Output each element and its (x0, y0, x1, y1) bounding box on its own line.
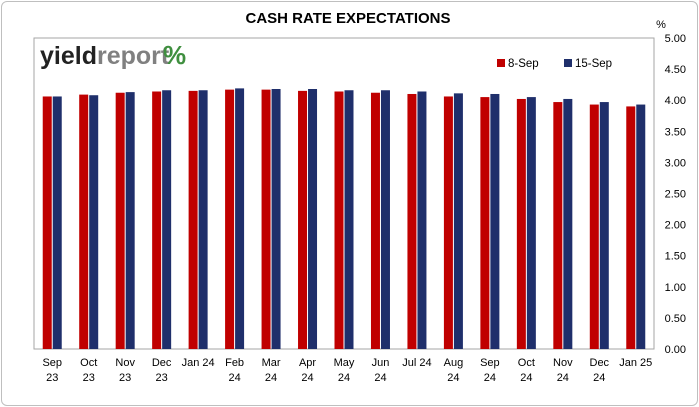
x-tick-label: 24 (593, 372, 605, 384)
bars-group (42, 88, 646, 350)
y-tick-label: 0.50 (665, 313, 686, 325)
bar-8-sep-jul-24 (407, 93, 417, 349)
bar-8-sep-jan-24 (188, 90, 198, 350)
x-tick-label: Jan 24 (182, 357, 215, 369)
logo-text-report: report (97, 42, 170, 70)
x-axis-ticks: Sep 23 Oct 23 Nov 23 Dec 23 Jan 24 Feb 24 Mar 24 Apr 2… (42, 357, 652, 384)
bar-8-sep-oct-23 (79, 94, 89, 350)
plot-area (33, 37, 655, 350)
x-tick-label: Jan 25 (619, 357, 652, 369)
x-tick-label: 23 (119, 372, 131, 384)
bar-15-sep-mar-24 (271, 89, 281, 349)
bar-15-sep-dec-23 (162, 90, 172, 350)
bar-15-sep-jan-25 (636, 104, 646, 349)
svg-text:yieldreport: yieldreport (40, 42, 170, 70)
x-tick-label: Sep (480, 357, 500, 369)
y-tick-label: 5.00 (665, 33, 686, 45)
bar-15-sep-jun-24 (380, 90, 390, 350)
legend: 8-Sep 15-Sep (497, 58, 612, 70)
x-tick-label: May (334, 357, 355, 369)
y-tick-label: 4.50 (665, 64, 686, 76)
x-tick-label: Oct (80, 357, 97, 369)
x-tick-label: 24 (265, 372, 277, 384)
bar-8-sep-may-24 (334, 91, 344, 349)
x-tick-label: 24 (374, 372, 386, 384)
x-tick-label: Mar (262, 357, 281, 369)
y-axis-unit-label: % (656, 19, 666, 31)
logo-text-yield: yield (40, 42, 97, 70)
bar-15-sep-sep-24 (490, 93, 500, 349)
x-tick-label: 24 (447, 372, 459, 384)
bar-8-sep-sep-23 (42, 96, 52, 349)
bar-15-sep-oct-23 (89, 95, 99, 349)
x-tick-label: 23 (156, 372, 168, 384)
bar-15-sep-feb-24 (235, 88, 245, 350)
bar-15-sep-nov-24 (563, 98, 573, 350)
legend-swatch-15-sep (564, 59, 572, 67)
x-tick-label: Nov (115, 357, 135, 369)
x-tick-label: 24 (557, 372, 569, 384)
bar-15-sep-sep-23 (52, 96, 62, 349)
y-tick-label: 3.50 (665, 126, 686, 138)
y-tick-label: 2.50 (665, 189, 686, 201)
bar-15-sep-nov-23 (125, 92, 135, 349)
y-tick-label: 2.00 (665, 220, 686, 232)
y-tick-label: 3.00 (665, 157, 686, 169)
y-tick-label: 0.00 (665, 344, 686, 356)
bar-8-sep-jan-25 (626, 106, 636, 349)
x-tick-label: Apr (299, 357, 316, 369)
bar-15-sep-aug-24 (453, 93, 463, 349)
y-tick-label: 1.00 (665, 282, 686, 294)
x-tick-label: 24 (301, 372, 313, 384)
bar-8-sep-dec-23 (152, 91, 162, 349)
legend-label-8-sep: 8-Sep (508, 58, 539, 70)
x-tick-label: Dec (590, 357, 610, 369)
bar-15-sep-dec-24 (599, 102, 609, 349)
x-tick-label: Feb (225, 357, 244, 369)
x-tick-label: 24 (520, 372, 532, 384)
bar-15-sep-jan-24 (198, 90, 208, 350)
x-tick-label: Jul 24 (402, 357, 431, 369)
bar-15-sep-may-24 (344, 90, 354, 350)
x-tick-label: Aug (444, 357, 464, 369)
y-tick-label: 1.50 (665, 251, 686, 263)
x-tick-label: 24 (484, 372, 496, 384)
bar-8-sep-dec-24 (589, 104, 599, 349)
bar-8-sep-apr-24 (298, 90, 308, 350)
chart-title: CASH RATE EXPECTATIONS (245, 10, 450, 27)
x-tick-label: 23 (83, 372, 95, 384)
x-tick-label: 24 (228, 372, 240, 384)
x-tick-label: Nov (553, 357, 573, 369)
legend-label-15-sep: 15-Sep (575, 58, 612, 70)
x-tick-label: 24 (338, 372, 350, 384)
x-tick-label: Dec (152, 357, 172, 369)
x-tick-label: Oct (518, 357, 535, 369)
bar-8-sep-sep-24 (480, 97, 490, 349)
bar-8-sep-oct-24 (516, 98, 526, 350)
bar-8-sep-jun-24 (370, 92, 380, 350)
bar-8-sep-nov-24 (553, 102, 563, 349)
bar-8-sep-nov-23 (115, 92, 125, 350)
logo-percent-symbol: % (163, 40, 186, 70)
y-tick-label: 4.00 (665, 95, 686, 107)
bar-15-sep-oct-24 (526, 97, 536, 349)
bar-8-sep-feb-24 (225, 89, 235, 349)
x-tick-label: Sep (42, 357, 62, 369)
bar-15-sep-apr-24 (308, 89, 318, 349)
yieldreport-logo: yieldreport % (40, 40, 186, 70)
bar-8-sep-mar-24 (261, 89, 271, 349)
x-tick-label: Jun (372, 357, 390, 369)
bar-8-sep-aug-24 (443, 96, 453, 349)
x-tick-label: 23 (46, 372, 58, 384)
y-axis-ticks: 0.00 0.50 1.00 1.50 2.00 2.50 3.00 3.50 4.00 4.50… (665, 33, 686, 356)
legend-swatch-8-sep (497, 59, 505, 67)
bar-15-sep-jul-24 (417, 91, 427, 349)
